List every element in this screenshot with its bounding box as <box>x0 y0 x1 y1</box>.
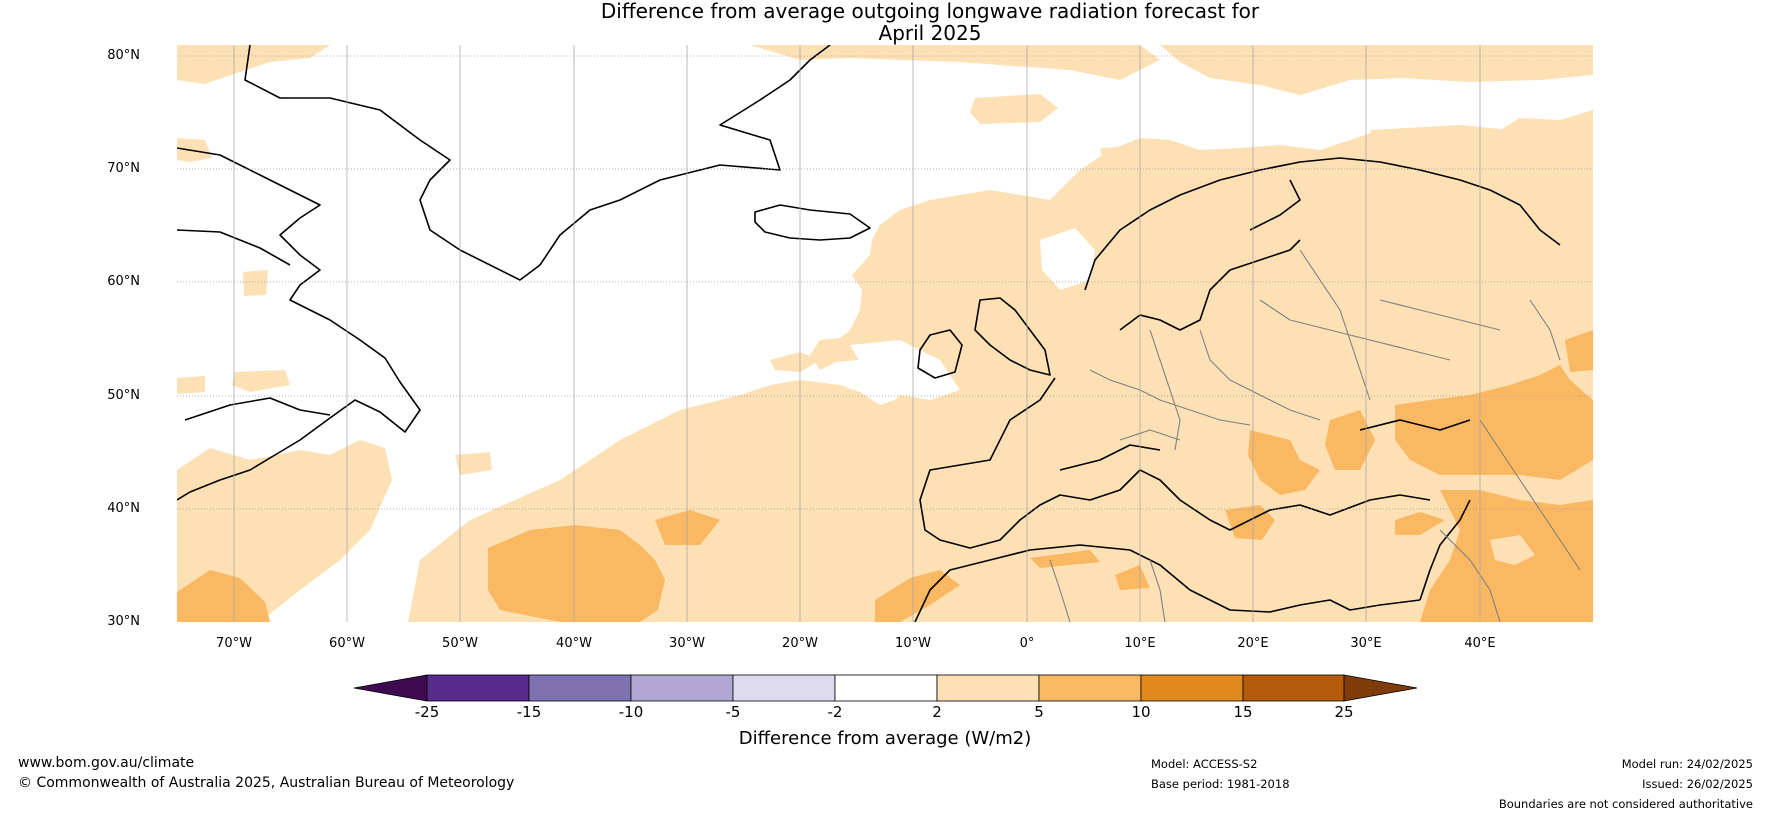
coastlines <box>177 45 1561 622</box>
lat-label-80n: 80°N <box>107 48 140 63</box>
colorbar-tick: -2 <box>827 703 843 721</box>
anomaly-region-mid-us <box>177 570 270 622</box>
colorbar-segment <box>936 674 1040 702</box>
anomaly-region-arctic-5 <box>1370 125 1510 160</box>
lat-label-50n: 50°N <box>107 388 140 403</box>
neutral-region-atlantic <box>850 340 960 400</box>
colorbar-segment <box>630 674 734 702</box>
anomaly-shading <box>177 45 1593 622</box>
colorbar-tick: 2 <box>932 703 942 721</box>
copyright-text: © Commonwealth of Australia 2025, Austra… <box>18 775 515 791</box>
lon-label-40e: 40°E <box>1464 636 1496 651</box>
anomaly-region-mid-atlantic <box>488 525 665 622</box>
anomaly-region-canada-1 <box>177 138 212 162</box>
lon-label-30w: 30°W <box>669 636 705 651</box>
lat-label-60n: 60°N <box>107 274 140 289</box>
anomaly-region-mid-russia <box>1395 365 1593 480</box>
lon-label-40w: 40°W <box>556 636 592 651</box>
anomaly-region-mid-balkans <box>1248 430 1320 495</box>
lat-label-30n: 30°N <box>107 614 140 629</box>
lon-label-60w: 60°W <box>329 636 365 651</box>
model-run-text: Model run: 24/02/2025 <box>1621 757 1753 771</box>
colorbar-segment <box>426 674 530 702</box>
country-borders <box>1049 249 1581 622</box>
lon-label-50w: 50°W <box>442 636 478 651</box>
colorbar-tick: -5 <box>725 703 741 721</box>
colorbar-segment <box>834 674 938 702</box>
anomaly-region-mid-atlantic-2 <box>655 510 720 545</box>
anomaly-region-mid-libya <box>1115 565 1150 590</box>
lon-label-30e: 30°E <box>1350 636 1382 651</box>
longitude-gridlines <box>233 45 1481 622</box>
disclaimer-text: Boundaries are not considered authoritat… <box>1498 797 1753 811</box>
colorbar-tick: 5 <box>1034 703 1044 721</box>
anomaly-region-atlantic-west <box>770 352 820 372</box>
colorbar-segment <box>528 674 632 702</box>
colorbar-label: Difference from average (W/m2) <box>738 728 1032 749</box>
lon-label-10w: 10°W <box>895 636 931 651</box>
lon-label-70w: 70°W <box>216 636 252 651</box>
latitude-gridlines <box>177 55 1593 510</box>
anomaly-region-mid-turkey <box>1395 512 1445 535</box>
anomaly-region-mid-ukraine <box>1325 410 1375 470</box>
colorbar <box>353 674 1418 702</box>
colorbar-tick: 25 <box>1334 703 1354 721</box>
colorbar-extend-low <box>353 674 428 702</box>
lon-label-0: 0° <box>1019 636 1035 651</box>
colorbar-tick: -25 <box>414 703 440 721</box>
lon-label-20w: 20°W <box>782 636 818 651</box>
website-link[interactable]: www.bom.gov.au/climate <box>18 755 195 771</box>
model-text: Model: ACCESS-S2 <box>1151 757 1258 771</box>
neutral-region-middle-east <box>1490 535 1535 565</box>
anomaly-region-arctic-4 <box>1100 145 1175 170</box>
anomaly-region-canada-4 <box>243 270 268 296</box>
colorbar-extend-high <box>1343 674 1418 702</box>
colorbar-tick: -15 <box>516 703 542 721</box>
lat-label-70n: 70°N <box>107 161 140 176</box>
colorbar-segment <box>1242 674 1345 702</box>
base-period-text: Base period: 1981-2018 <box>1151 777 1290 791</box>
anomaly-region-mid-sahara <box>1030 550 1100 568</box>
anomaly-region-atlantic-mid <box>455 452 492 475</box>
colorbar-segment <box>1038 674 1142 702</box>
map-title-line-2: April 2025 <box>878 21 982 45</box>
neutral-region-norway-sea <box>1040 228 1095 290</box>
colorbar-tick: 15 <box>1233 703 1253 721</box>
anomaly-region-arctic-2 <box>1160 45 1593 95</box>
anomaly-region-mid-urals <box>1565 330 1593 372</box>
colorbar-segment <box>1140 674 1244 702</box>
anomaly-region-canada-2 <box>232 370 290 392</box>
lon-label-20e: 20°E <box>1237 636 1269 651</box>
issued-text: Issued: 26/02/2025 <box>1642 777 1753 791</box>
anomaly-region-greenland <box>177 45 330 84</box>
lat-label-40n: 40°N <box>107 501 140 516</box>
map-title-line-1: Difference from average outgoing longwav… <box>600 0 1260 23</box>
colorbar-segment <box>732 674 836 702</box>
anomaly-region-canada-3 <box>177 376 205 394</box>
anomaly-region-arctic-3 <box>970 94 1058 124</box>
anomaly-region-mid-africa <box>875 570 960 622</box>
colorbar-tick: -10 <box>618 703 644 721</box>
anomaly-region-arctic-1 <box>750 45 1160 80</box>
lon-label-10e: 10°E <box>1124 636 1156 651</box>
colorbar-tick: 10 <box>1131 703 1151 721</box>
